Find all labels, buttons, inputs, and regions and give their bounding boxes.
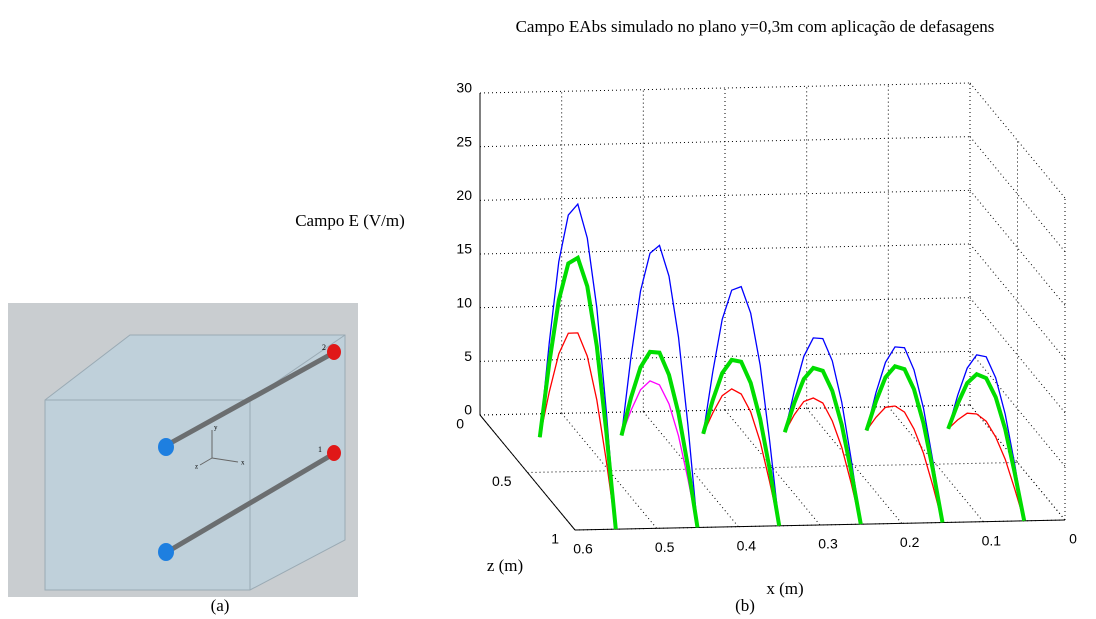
series-line [784, 397, 862, 525]
series-line [620, 380, 699, 528]
series-line [865, 346, 944, 523]
grid-line [969, 297, 1066, 413]
port-blue [158, 543, 174, 561]
series-line [782, 365, 863, 525]
grid-line [969, 136, 1066, 252]
grid-line [724, 409, 821, 526]
grid-line [969, 82, 1066, 199]
axis-gizmo [199, 457, 213, 466]
grid-line [887, 406, 984, 522]
x-tick-label: 0.2 [900, 534, 920, 550]
y-tick-label: 10 [456, 294, 472, 310]
port-blue [158, 438, 174, 456]
grid-line [479, 297, 971, 309]
grid-line [969, 243, 1066, 360]
series-line [619, 349, 700, 528]
series-line [865, 405, 944, 523]
x-tick-label: 0.4 [737, 537, 757, 553]
axis-line [574, 519, 1066, 531]
x-tick-label: 0.3 [818, 536, 838, 552]
axis-gizmo [211, 457, 239, 463]
port-red [327, 344, 341, 360]
grid-line [479, 82, 971, 94]
z-tick-label: 0 [456, 416, 464, 432]
x-axis-label: x (m) [766, 579, 803, 598]
rod [165, 349, 337, 448]
y-tick-label: 5 [464, 348, 472, 364]
grid-line [479, 350, 971, 362]
grid-line [527, 462, 1018, 473]
series-line [946, 371, 1027, 522]
x-tick-label: 0.5 [655, 539, 675, 555]
y-axis-label: Campo E (V/m) [295, 211, 405, 230]
grid-line [642, 411, 739, 527]
grid-line [561, 413, 658, 529]
x-tick-label: 0.1 [982, 532, 1002, 548]
grid-line [479, 243, 971, 255]
series-line [620, 244, 699, 528]
grid-line [969, 351, 1066, 467]
series-line [701, 357, 782, 527]
rod [165, 450, 337, 555]
series-line [539, 202, 617, 530]
series-line [864, 364, 945, 523]
port-red [327, 445, 341, 461]
grid-line [969, 404, 1066, 521]
axis-gizmo-label: z [195, 463, 198, 471]
axis-gizmo-label: y [214, 424, 218, 432]
grid-line [806, 408, 903, 524]
series-line [702, 285, 780, 526]
chart-title: Campo EAbs simulado no plano y=0,3m com … [516, 17, 995, 36]
z-axis-label: z (m) [487, 556, 523, 575]
grid-line [969, 190, 1066, 306]
caption: (a) [211, 596, 230, 615]
grid-line [479, 136, 971, 148]
series-line [537, 254, 618, 530]
y-tick-label: 30 [456, 80, 472, 96]
box [44, 334, 346, 591]
axis-line [479, 414, 576, 531]
series-line [947, 354, 1025, 521]
x-tick-label: 0 [1069, 531, 1077, 547]
series-line [784, 337, 862, 525]
x-tick-label: 0.6 [573, 541, 593, 557]
port-label: 2 [322, 343, 326, 352]
series-line [702, 388, 780, 526]
z-tick-label: 0.5 [492, 473, 512, 489]
y-tick-label: 0 [464, 402, 472, 418]
axis-gizmo-label: x [241, 459, 245, 467]
series-line [539, 332, 617, 530]
caption: (b) [735, 596, 755, 615]
port-label: 1 [318, 445, 322, 454]
z-tick-label: 1 [551, 531, 559, 547]
panel-a: 2 1 x y z (a) [8, 303, 358, 615]
y-tick-label: 15 [456, 241, 472, 257]
series-line [947, 412, 1025, 521]
y-tick-label: 20 [456, 187, 472, 203]
y-tick-label: 25 [456, 133, 472, 149]
grid-line [479, 189, 971, 201]
